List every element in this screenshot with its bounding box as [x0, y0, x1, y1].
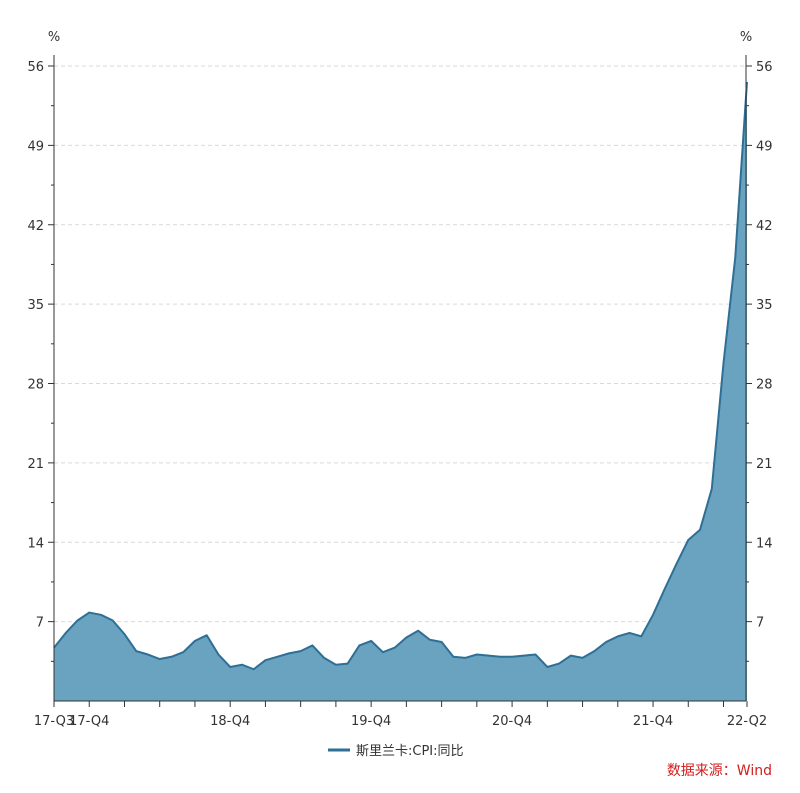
- x-tick-label: 22-Q2: [727, 714, 767, 729]
- y-tick-label-left: 7: [36, 616, 44, 631]
- y-tick-label-left: 35: [27, 298, 44, 313]
- x-tick-label: 20-Q4: [492, 714, 532, 729]
- y-tick-label-right: 35: [756, 298, 773, 313]
- y-tick-label-left: 28: [27, 378, 44, 393]
- y-tick-label-left: 56: [27, 60, 44, 75]
- y-tick-label-right: 14: [756, 536, 773, 551]
- y-tick-label-right: 7: [756, 616, 764, 631]
- y-tick-label-right: 42: [756, 219, 773, 234]
- series-area: [54, 81, 747, 701]
- legend-label: 斯里兰卡:CPI:同比: [356, 744, 464, 759]
- y-tick-label-right: 56: [756, 60, 773, 75]
- y-tick-label-right: 28: [756, 378, 773, 393]
- x-tick-label: 17-Q4: [69, 714, 109, 729]
- x-tick-label: 17-Q3: [34, 714, 74, 729]
- y-tick-label-right: 49: [756, 139, 773, 154]
- y-tick-label-left: 42: [27, 219, 44, 234]
- y-unit-right: %: [740, 30, 752, 45]
- y-tick-label-left: 21: [27, 457, 44, 472]
- y-unit-left: %: [48, 30, 60, 45]
- y-tick-label-right: 21: [756, 457, 773, 472]
- y-tick-label-left: 14: [27, 536, 44, 551]
- source-note: 数据来源：Wind: [666, 763, 772, 779]
- x-tick-label: 18-Q4: [210, 714, 250, 729]
- series-line: [53, 81, 748, 671]
- y-tick-label-left: 49: [27, 139, 44, 154]
- x-tick-label: 21-Q4: [633, 714, 673, 729]
- x-tick-label: 19-Q4: [351, 714, 391, 729]
